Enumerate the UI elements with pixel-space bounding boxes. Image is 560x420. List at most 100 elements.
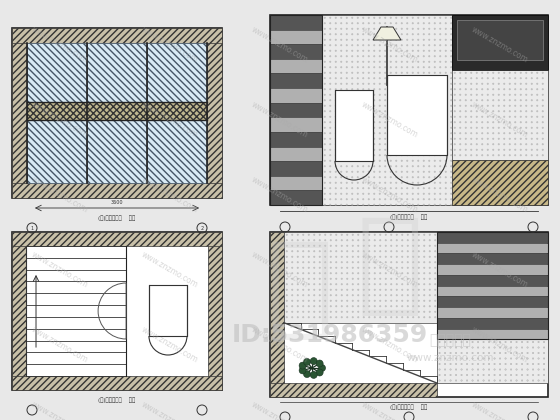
Bar xyxy=(12,183,222,198)
Text: www.znzmo.com: www.znzmo.com xyxy=(250,400,310,420)
Text: www.znzmo.com: www.znzmo.com xyxy=(30,325,90,365)
Circle shape xyxy=(319,365,325,372)
Bar xyxy=(437,307,548,318)
Bar xyxy=(12,28,222,198)
Bar xyxy=(387,75,447,155)
Bar xyxy=(335,90,373,161)
Text: www.znzmo.com: www.znzmo.com xyxy=(360,250,420,290)
Text: www.znzmo.com: www.znzmo.com xyxy=(140,250,200,290)
Text: www.znzmo.com: www.znzmo.com xyxy=(250,175,310,215)
Bar xyxy=(12,232,26,390)
Bar xyxy=(270,15,548,205)
Bar xyxy=(437,286,548,297)
Circle shape xyxy=(310,357,317,365)
Text: 知末资料库: 知末资料库 xyxy=(429,333,471,347)
Bar xyxy=(27,102,207,120)
Text: www.znzmo.com: www.znzmo.com xyxy=(250,325,310,365)
Text: www.znzmo.com: www.znzmo.com xyxy=(470,325,530,365)
Text: (四)剖面示意图    比例: (四)剖面示意图 比例 xyxy=(390,404,428,410)
Text: www.znzmo.com: www.znzmo.com xyxy=(360,400,420,420)
Text: www.znzmo.com: www.znzmo.com xyxy=(360,25,420,65)
Text: www.znzmo.com: www.znzmo.com xyxy=(470,250,530,290)
Text: 知: 知 xyxy=(267,236,333,344)
Text: www.znzmo.com: www.znzmo.com xyxy=(140,175,200,215)
Bar xyxy=(437,264,548,275)
Bar xyxy=(12,28,222,43)
Text: www.znzmo.com: www.znzmo.com xyxy=(470,100,530,140)
Text: 1: 1 xyxy=(30,226,34,231)
Bar xyxy=(437,328,548,339)
Bar xyxy=(12,28,27,198)
Bar xyxy=(270,103,322,117)
Bar xyxy=(270,117,322,132)
Bar xyxy=(270,161,322,176)
Text: 末: 末 xyxy=(357,212,423,318)
Text: (三)平面示意图    比例: (三)平面示意图 比例 xyxy=(99,397,136,403)
Text: www.znzmo.com: www.znzmo.com xyxy=(30,25,90,65)
Bar xyxy=(270,15,322,30)
Text: www.znzmo.com: www.znzmo.com xyxy=(30,100,90,140)
Bar xyxy=(437,297,548,307)
Circle shape xyxy=(310,371,317,378)
Text: www.znzmo.com: www.znzmo.com xyxy=(360,100,420,140)
Bar xyxy=(87,120,147,183)
Text: www.znzmo.com: www.znzmo.com xyxy=(250,250,310,290)
Bar xyxy=(87,43,147,102)
Bar xyxy=(147,120,207,183)
Text: ID:531986359: ID:531986359 xyxy=(232,323,428,347)
Bar xyxy=(270,59,322,74)
Circle shape xyxy=(316,369,323,376)
Text: www.znzmo.com: www.znzmo.com xyxy=(30,175,90,215)
Bar xyxy=(12,232,222,390)
Bar xyxy=(452,70,548,160)
Text: www.znzmo.com: www.znzmo.com xyxy=(470,400,530,420)
Text: (一)立面示意图    比例: (一)立面示意图 比例 xyxy=(99,215,136,221)
Bar xyxy=(284,232,437,323)
Bar xyxy=(270,30,322,44)
Bar xyxy=(437,253,548,264)
Text: www.znzmo.com: www.znzmo.com xyxy=(406,353,494,363)
Circle shape xyxy=(299,362,306,369)
Bar xyxy=(270,15,322,205)
Bar xyxy=(270,147,322,161)
Bar xyxy=(207,28,222,198)
Bar xyxy=(437,232,548,243)
Bar xyxy=(270,176,322,190)
Bar xyxy=(147,43,207,102)
Bar xyxy=(270,383,437,397)
Bar xyxy=(270,232,548,397)
Circle shape xyxy=(304,370,310,378)
Bar xyxy=(270,232,284,397)
Text: www.znzmo.com: www.znzmo.com xyxy=(250,25,310,65)
Bar xyxy=(12,232,222,246)
Polygon shape xyxy=(373,27,401,40)
Circle shape xyxy=(299,367,306,374)
Text: www.znzmo.com: www.znzmo.com xyxy=(140,100,200,140)
Text: 2: 2 xyxy=(200,226,204,231)
Bar xyxy=(457,20,543,60)
Circle shape xyxy=(304,358,310,365)
Bar xyxy=(322,15,452,205)
Bar xyxy=(437,318,548,328)
Text: www.znzmo.com: www.znzmo.com xyxy=(470,175,530,215)
Bar xyxy=(270,88,322,103)
Bar xyxy=(437,243,548,253)
Text: www.znzmo.com: www.znzmo.com xyxy=(140,325,200,365)
Bar xyxy=(27,120,87,183)
Bar xyxy=(270,74,322,88)
Text: www.znzmo.com: www.znzmo.com xyxy=(140,25,200,65)
Bar xyxy=(27,43,87,102)
Text: www.znzmo.com: www.znzmo.com xyxy=(250,100,310,140)
Bar xyxy=(452,15,548,70)
Circle shape xyxy=(316,360,323,367)
Bar xyxy=(270,132,322,147)
Bar xyxy=(452,160,548,205)
Text: www.znzmo.com: www.znzmo.com xyxy=(140,400,200,420)
Text: 3600: 3600 xyxy=(111,200,123,205)
Bar xyxy=(208,232,222,390)
Bar xyxy=(437,339,548,383)
Text: www.znzmo.com: www.znzmo.com xyxy=(30,250,90,290)
Bar xyxy=(437,232,548,339)
Bar xyxy=(437,275,548,286)
Text: (二)立面示意图    比例: (二)立面示意图 比例 xyxy=(390,214,428,220)
